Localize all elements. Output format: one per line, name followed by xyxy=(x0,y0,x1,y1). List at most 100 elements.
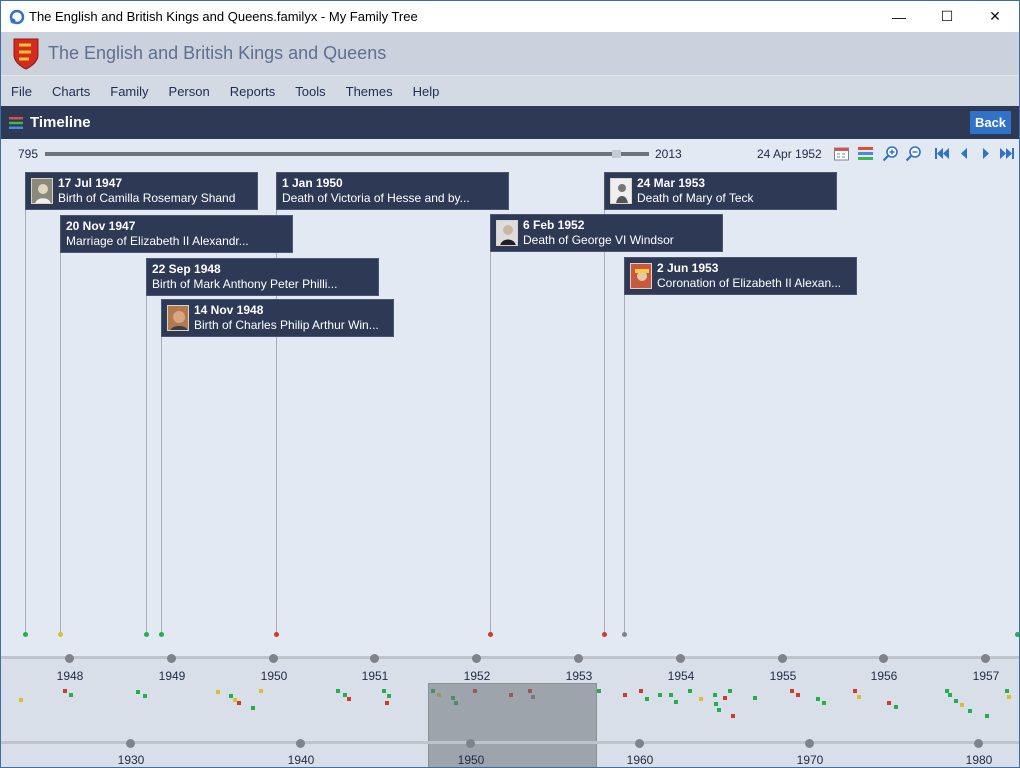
overview-event-dot xyxy=(63,689,67,693)
event-dot[interactable] xyxy=(159,632,164,637)
year-label: 1952 xyxy=(463,669,491,683)
person-photo xyxy=(167,305,189,331)
event-card[interactable]: 22 Sep 1948 Birth of Mark Anthony Peter P… xyxy=(146,258,379,296)
overview-event-dot xyxy=(887,701,891,705)
overview-event-dot xyxy=(251,706,255,710)
event-dot[interactable] xyxy=(602,632,607,637)
event-card[interactable]: 17 Jul 1947 Birth of Camilla Rosemary Sha… xyxy=(25,172,258,210)
overview-event-dot xyxy=(713,693,717,697)
event-description: Marriage of Elizabeth II Alexandr... xyxy=(66,234,249,248)
person-photo xyxy=(31,178,53,204)
event-description: Birth of Camilla Rosemary Shand xyxy=(58,191,236,205)
event-date: 22 Sep 1948 xyxy=(152,262,221,276)
overview-event-dot xyxy=(658,693,662,697)
overview-event-dot xyxy=(259,689,263,693)
event-date: 24 Mar 1953 xyxy=(637,176,706,190)
menu-reports[interactable]: Reports xyxy=(229,83,276,99)
overview-event-dot xyxy=(723,696,727,700)
range-slider-track[interactable] xyxy=(45,152,649,156)
event-dot[interactable] xyxy=(274,632,279,637)
event-date: 2 Jun 1953 xyxy=(657,261,719,275)
decade-tick xyxy=(635,739,644,748)
decade-label: 1980 xyxy=(965,753,993,767)
royal-arms-icon xyxy=(13,38,39,70)
overview-event-dot xyxy=(822,701,826,705)
layers-icon[interactable] xyxy=(857,145,874,162)
last-icon[interactable] xyxy=(999,145,1016,162)
timeline-menu-icon[interactable] xyxy=(9,116,23,130)
year-tick xyxy=(269,654,278,663)
close-icon: ✕ xyxy=(989,8,1001,24)
year-label: 1949 xyxy=(158,669,186,683)
event-card[interactable]: 20 Nov 1947 Marriage of Elizabeth II Alex… xyxy=(60,215,293,253)
first-icon[interactable] xyxy=(933,145,950,162)
event-card[interactable]: 1 Jan 1950 Death of Victoria of Hesse and… xyxy=(276,172,509,210)
year-label: 1957 xyxy=(972,669,1000,683)
year-label: 1948 xyxy=(56,669,84,683)
overview-event-dot xyxy=(985,714,989,718)
maximize-icon: ☐ xyxy=(940,8,954,24)
event-card[interactable]: 24 Mar 1953 Death of Mary of Teck xyxy=(604,172,837,210)
overview-event-dot xyxy=(382,689,386,693)
event-date: 14 Nov 1948 xyxy=(194,303,264,317)
event-dot[interactable] xyxy=(488,632,493,637)
overview-event-dot xyxy=(19,698,23,702)
event-dot[interactable] xyxy=(622,632,627,637)
menu-themes[interactable]: Themes xyxy=(345,83,393,99)
previous-icon[interactable] xyxy=(956,145,973,162)
overview-event-dot xyxy=(669,693,673,697)
zoom-in-icon[interactable] xyxy=(882,145,899,162)
year-tick xyxy=(370,654,379,663)
event-card[interactable]: 2 Jun 1953 Coronation of Elizabeth II Ale… xyxy=(624,257,857,295)
menu-file[interactable]: File xyxy=(11,83,32,99)
overview-event-dot xyxy=(731,714,735,718)
maximize-button[interactable]: ☐ xyxy=(923,1,971,32)
event-dot[interactable] xyxy=(58,632,63,637)
decade-tick xyxy=(974,739,983,748)
overview-event-dot xyxy=(857,695,861,699)
event-line xyxy=(604,195,605,634)
overview-selection-window[interactable] xyxy=(428,683,597,767)
close-button[interactable]: ✕ xyxy=(971,1,1019,32)
calendar-icon[interactable] xyxy=(833,145,850,162)
person-photo xyxy=(630,263,652,289)
event-description: Birth of Mark Anthony Peter Philli... xyxy=(152,277,338,291)
overview-event-dot xyxy=(387,694,391,698)
year-axis-line xyxy=(1,656,1019,659)
event-dot[interactable] xyxy=(23,632,28,637)
range-slider-thumb[interactable] xyxy=(612,150,621,158)
year-tick xyxy=(778,654,787,663)
timeline-plot[interactable]: 17 Jul 1947 Birth of Camilla Rosemary Sha… xyxy=(1,167,1019,657)
overview-event-dot xyxy=(1005,689,1009,693)
minimize-button[interactable]: — xyxy=(875,1,923,32)
menu-charts[interactable]: Charts xyxy=(51,83,91,99)
overview-event-dot xyxy=(717,708,721,712)
zoom-out-icon[interactable] xyxy=(905,145,922,162)
event-dot[interactable] xyxy=(144,632,149,637)
next-icon[interactable] xyxy=(977,145,994,162)
event-card[interactable]: 14 Nov 1948 Birth of Charles Philip Arthu… xyxy=(161,299,394,337)
overview-event-dot xyxy=(790,689,794,693)
event-dot[interactable] xyxy=(1015,632,1019,637)
menu-family[interactable]: Family xyxy=(110,83,149,99)
menu-person[interactable]: Person xyxy=(168,83,210,99)
overview-event-dot xyxy=(645,697,649,701)
menu-tools[interactable]: Tools xyxy=(295,83,326,99)
decade-tick xyxy=(466,739,475,748)
year-tick xyxy=(676,654,685,663)
event-line xyxy=(60,239,61,634)
decade-axis-line xyxy=(1,741,1019,744)
timeline-overview[interactable]: 1948 1949 1950 1951 1952 1953 1954 1955 … xyxy=(1,654,1019,767)
overview-event-dot xyxy=(688,689,692,693)
event-date: 1 Jan 1950 xyxy=(282,176,343,190)
event-line xyxy=(25,195,26,634)
year-tick xyxy=(574,654,583,663)
overview-event-dot xyxy=(674,700,678,704)
year-label: 1954 xyxy=(667,669,695,683)
back-button[interactable]: Back xyxy=(970,111,1011,134)
overview-event-dot xyxy=(894,705,898,709)
event-card[interactable]: 6 Feb 1952 Death of George VI Windsor xyxy=(490,214,723,252)
decade-tick xyxy=(126,739,135,748)
menu-help[interactable]: Help xyxy=(412,83,440,99)
overview-event-dot xyxy=(753,696,757,700)
